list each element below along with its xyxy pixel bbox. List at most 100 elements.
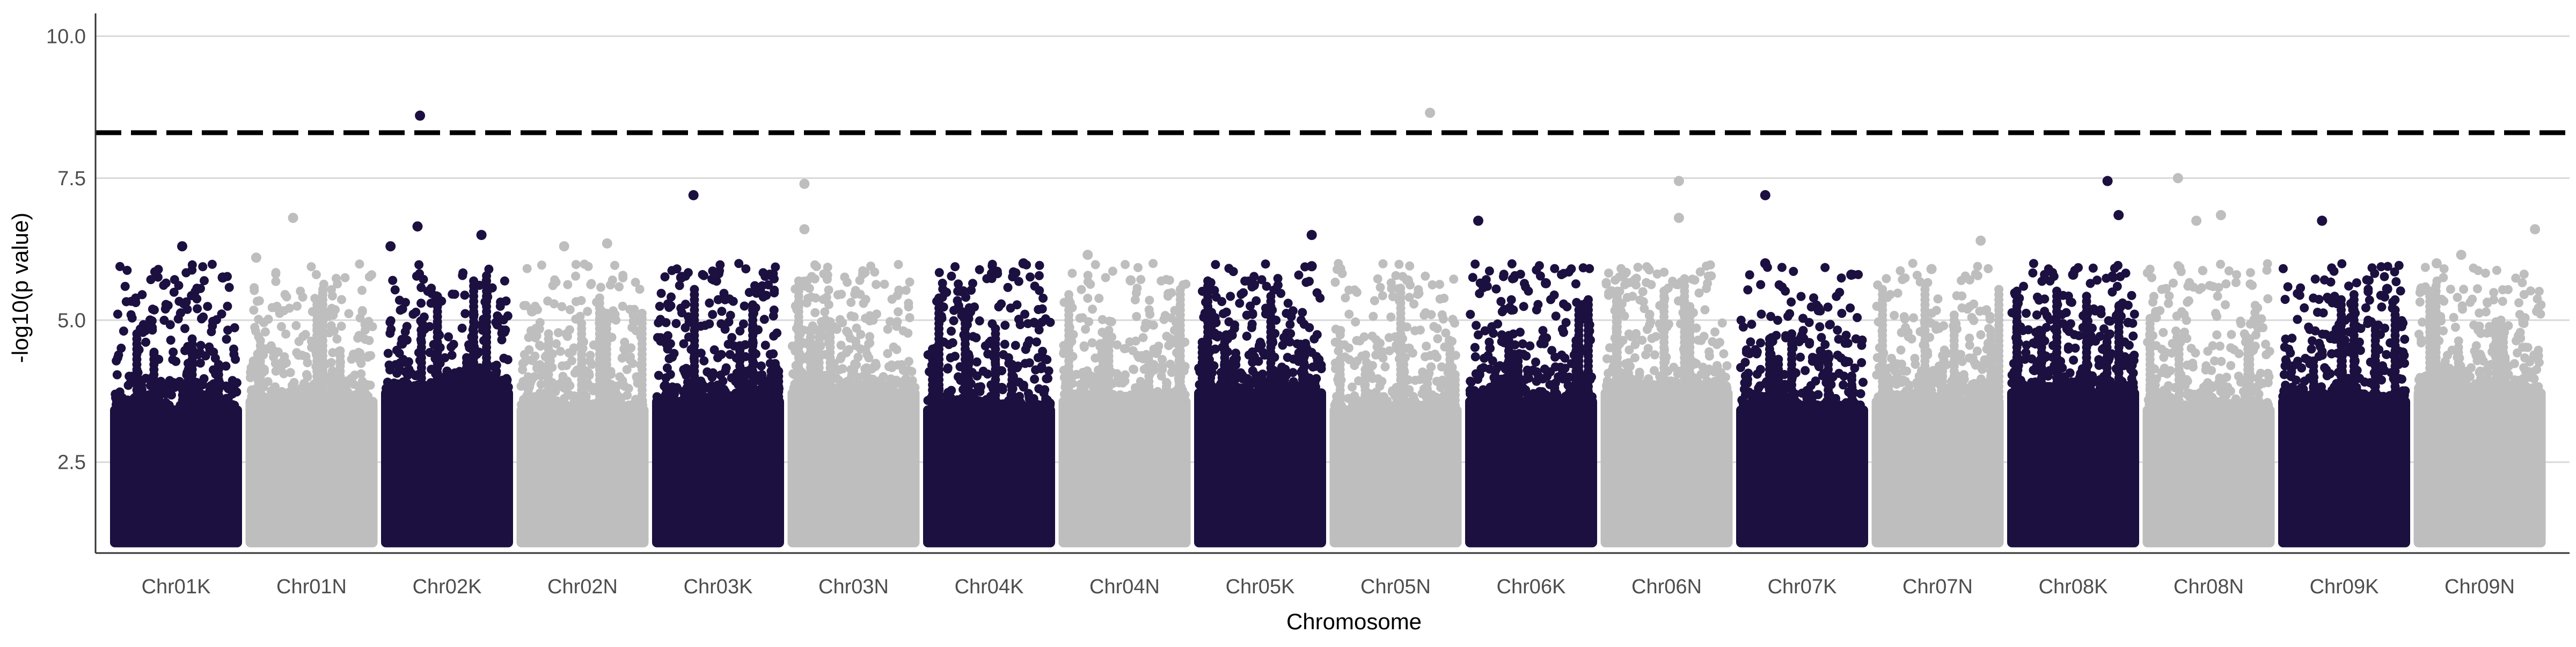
data-point xyxy=(1562,318,1571,327)
data-point xyxy=(1710,328,1719,337)
data-point xyxy=(121,282,130,291)
data-point xyxy=(1136,377,1145,386)
data-point xyxy=(1893,372,1902,381)
data-point xyxy=(806,328,815,337)
data-point xyxy=(803,276,812,285)
data-point xyxy=(168,355,177,364)
data-point xyxy=(1360,365,1370,374)
data-point xyxy=(660,382,669,391)
data-point xyxy=(1847,375,1856,384)
data-point xyxy=(1043,374,1052,383)
data-point xyxy=(1805,389,1814,398)
data-point xyxy=(157,401,166,410)
data-point xyxy=(1753,369,1762,379)
data-point xyxy=(159,316,169,325)
data-point xyxy=(149,350,158,359)
data-point xyxy=(299,380,309,389)
data-point xyxy=(975,265,984,274)
data-point xyxy=(725,294,734,303)
data-point xyxy=(1833,325,1842,335)
data-point xyxy=(1376,283,1385,292)
data-point xyxy=(1466,377,1475,386)
data-point xyxy=(1239,288,1248,297)
data-point xyxy=(1276,289,1285,298)
data-point xyxy=(1230,321,1239,330)
data-point xyxy=(862,364,871,373)
data-point xyxy=(1604,291,1613,300)
data-point xyxy=(976,399,985,408)
data-point xyxy=(983,369,992,379)
data-point xyxy=(1037,362,1046,371)
data-point xyxy=(414,260,423,270)
data-point xyxy=(1532,367,1541,376)
data-point xyxy=(384,349,393,358)
data-point xyxy=(1439,294,1448,303)
data-point xyxy=(113,310,122,319)
data-point xyxy=(1145,296,1154,305)
data-point xyxy=(761,341,770,350)
data-point xyxy=(397,383,406,392)
data-point xyxy=(1305,323,1314,332)
data-point xyxy=(133,329,142,338)
data-point xyxy=(1479,392,1488,402)
data-point xyxy=(460,309,470,318)
data-point xyxy=(710,345,719,354)
data-point xyxy=(296,287,305,296)
data-point xyxy=(810,260,819,270)
data-point xyxy=(699,271,708,280)
data-point xyxy=(1315,294,1324,303)
data-point xyxy=(1373,274,1382,283)
data-point xyxy=(416,299,426,308)
data-point xyxy=(661,391,670,401)
data-point xyxy=(141,338,150,347)
data-point xyxy=(1839,380,1848,389)
data-point xyxy=(113,370,122,380)
data-point xyxy=(928,345,937,354)
data-point xyxy=(2050,272,2059,281)
data-point xyxy=(948,338,957,347)
point-cluster xyxy=(2007,388,2139,547)
data-point xyxy=(1646,317,1655,326)
data-point xyxy=(281,330,290,339)
data-point xyxy=(740,367,749,376)
data-point xyxy=(1878,285,1887,294)
data-point xyxy=(150,267,159,277)
data-point xyxy=(1287,312,1296,321)
data-point xyxy=(1551,362,1560,372)
data-point xyxy=(1858,378,1868,387)
data-point xyxy=(128,314,137,323)
data-point xyxy=(757,361,766,370)
data-point xyxy=(1908,259,1918,268)
data-point xyxy=(681,300,690,309)
data-point xyxy=(355,259,364,268)
chromosome-Chr07N xyxy=(1872,259,2004,547)
data-point xyxy=(892,376,901,386)
data-point xyxy=(833,290,843,300)
data-point xyxy=(823,263,832,272)
data-point xyxy=(580,260,589,269)
chromosome-Chr04N xyxy=(1059,259,1191,547)
data-point xyxy=(402,336,412,345)
data-point xyxy=(1246,302,1255,311)
point-cluster xyxy=(923,405,1055,547)
data-point xyxy=(682,364,691,373)
data-point xyxy=(231,355,240,364)
data-point xyxy=(602,309,611,318)
data-point xyxy=(1338,269,1347,278)
data-point xyxy=(1035,261,1044,270)
data-point xyxy=(1421,308,1430,317)
data-point xyxy=(803,294,813,303)
point-cluster xyxy=(1872,397,2004,547)
data-point xyxy=(1840,357,1849,366)
data-point xyxy=(420,325,429,334)
data-point xyxy=(1846,303,1855,312)
data-point xyxy=(417,338,426,347)
data-point xyxy=(567,357,576,366)
data-point xyxy=(1132,283,1141,293)
data-point xyxy=(865,332,874,341)
data-point xyxy=(174,281,184,290)
data-point xyxy=(861,314,870,323)
data-point xyxy=(122,266,131,275)
data-point xyxy=(355,348,364,358)
